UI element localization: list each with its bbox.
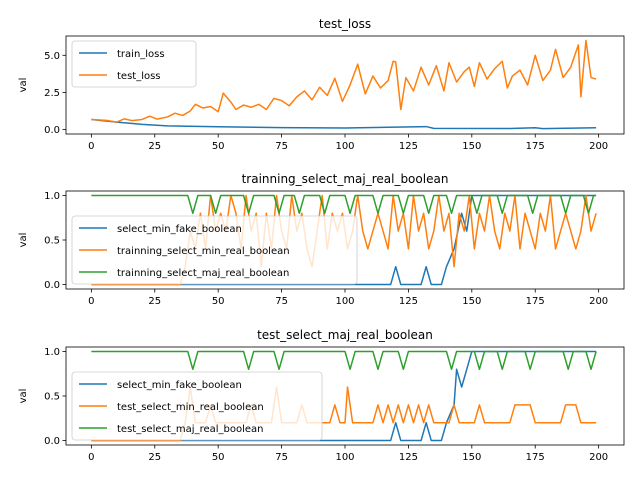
legend-label: train_loss (117, 49, 165, 60)
series-line-3 (91, 350, 597, 371)
y-tick-label: 5.0 (44, 51, 60, 62)
x-tick-label: 150 (462, 296, 481, 307)
legend-label: trainning_select_maj_real_boolean (117, 268, 289, 279)
x-tick-label: 50 (212, 141, 225, 152)
subplot-3: 0 25 50 75 100 125 150 175 200 0.0 0.5 1.0 val test_s… (18, 328, 625, 463)
series-line-2 (91, 39, 597, 123)
y-tick-label: 1.0 (44, 191, 60, 202)
x-tick-label: 100 (335, 452, 354, 463)
y-axis-label: val (18, 78, 29, 93)
x-tick-label: 100 (335, 296, 354, 307)
legend-frame (71, 371, 323, 441)
x-tick-label: 50 (212, 452, 225, 463)
series-line-1 (91, 194, 597, 286)
legend: train_loss test_loss (71, 40, 197, 88)
subplot-1: 0 25 50 75 100 125 150 175 200 0.0 2.5 5.0 val test_l… (18, 17, 625, 152)
chart-title: trainning_select_maj_real_boolean (242, 172, 449, 186)
legend-frame (71, 215, 358, 285)
y-tick-label: 0.0 (44, 280, 60, 291)
y-tick-label: 0.0 (44, 125, 60, 136)
x-tick-label: 200 (589, 141, 608, 152)
chart-title: test_loss (319, 17, 371, 31)
legend-label: select_min_fake_boolean (117, 224, 242, 235)
x-tick-label: 0 (88, 141, 94, 152)
series-line-2 (91, 194, 597, 286)
x-tick-label: 125 (399, 141, 418, 152)
legend-label: select_min_fake_boolean (117, 380, 242, 391)
legend-label: test_loss (117, 71, 161, 82)
x-tick-label: 125 (399, 452, 418, 463)
legend-label: trainning_select_min_real_boolean (117, 246, 290, 257)
legend-label: test_select_maj_real_boolean (117, 424, 264, 435)
series-line-1 (91, 118, 597, 130)
series-line-1 (91, 350, 597, 442)
x-tick-label: 100 (335, 141, 354, 152)
y-tick-label: 0.5 (44, 392, 60, 403)
series-line-3 (91, 194, 597, 215)
y-tick-label: 0.5 (44, 236, 60, 247)
legend-label: test_select_min_real_boolean (117, 402, 264, 413)
x-tick-label: 75 (275, 452, 288, 463)
y-axis-label: val (18, 389, 29, 404)
y-tick-label: 1.0 (44, 347, 60, 358)
x-tick-label: 0 (88, 452, 94, 463)
legend: select_min_fake_boolean test_select_min_r… (71, 371, 323, 441)
x-tick-label: 200 (589, 296, 608, 307)
y-tick-label: 0.0 (44, 436, 60, 447)
x-tick-label: 0 (88, 296, 94, 307)
subplot-2: 0 25 50 75 100 125 150 175 200 0.0 0.5 1.0 val trainn… (18, 172, 625, 307)
x-tick-label: 150 (462, 141, 481, 152)
y-tick-label: 2.5 (44, 88, 60, 99)
x-tick-label: 200 (589, 452, 608, 463)
x-tick-label: 25 (148, 452, 161, 463)
chart-title: test_select_maj_real_boolean (257, 328, 433, 342)
x-tick-label: 25 (148, 296, 161, 307)
x-tick-label: 25 (148, 141, 161, 152)
x-tick-label: 50 (212, 296, 225, 307)
x-tick-label: 150 (462, 452, 481, 463)
x-tick-label: 75 (275, 296, 288, 307)
x-tick-label: 125 (399, 296, 418, 307)
y-axis-label: val (18, 233, 29, 248)
legend: select_min_fake_boolean trainning_select_… (71, 215, 358, 285)
x-tick-label: 75 (275, 141, 288, 152)
x-tick-label: 175 (526, 141, 545, 152)
x-tick-label: 175 (526, 296, 545, 307)
x-tick-label: 175 (526, 452, 545, 463)
